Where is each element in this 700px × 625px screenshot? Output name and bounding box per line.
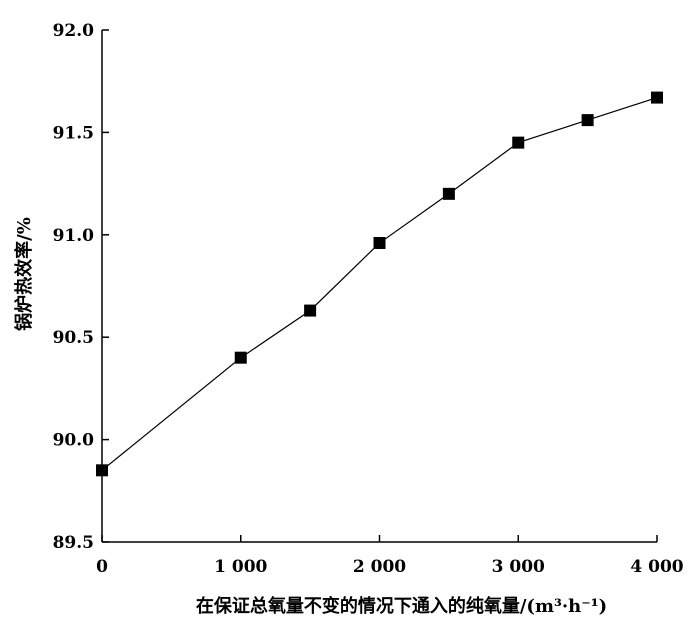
- y-tick-label: 90.0: [53, 431, 95, 451]
- chart-axes: [101, 30, 657, 543]
- series-line: [101, 97, 658, 471]
- y-tick-label: 91.0: [53, 226, 95, 246]
- x-axis-ticks: 0 1 000 2 000 3 000 4 000: [96, 535, 684, 577]
- data-point-marker: [442, 187, 455, 200]
- series-points: [96, 91, 663, 477]
- data-point-marker: [96, 464, 108, 477]
- data-point-marker: [581, 114, 594, 127]
- y-axis-title: 锅炉热效率/%: [13, 217, 35, 331]
- series-polyline: [101, 97, 658, 471]
- data-point-marker: [234, 351, 247, 364]
- data-point-marker: [651, 91, 663, 104]
- x-tick-label: 0: [96, 557, 108, 577]
- data-point-marker: [304, 304, 317, 317]
- y-tick-label: 92.0: [53, 21, 95, 41]
- x-tick-label: 1 000: [214, 557, 267, 577]
- x-axis-title: 在保证总氧量不变的情况下通入的纯氧量/(m³·h⁻¹): [196, 595, 607, 617]
- y-tick-label: 91.5: [53, 123, 94, 143]
- x-tick-label: 2 000: [353, 557, 406, 577]
- y-tick-label: 90.5: [53, 328, 94, 348]
- x-tick-label: 3 000: [492, 557, 545, 577]
- x-tick-label: 4 000: [630, 557, 683, 577]
- y-tick-label: 89.5: [53, 533, 94, 553]
- y-axis-ticks: 89.5 90.0 90.5 91.0 91.5 92.0: [53, 21, 109, 553]
- data-point-marker: [512, 136, 525, 149]
- data-point-marker: [373, 236, 386, 249]
